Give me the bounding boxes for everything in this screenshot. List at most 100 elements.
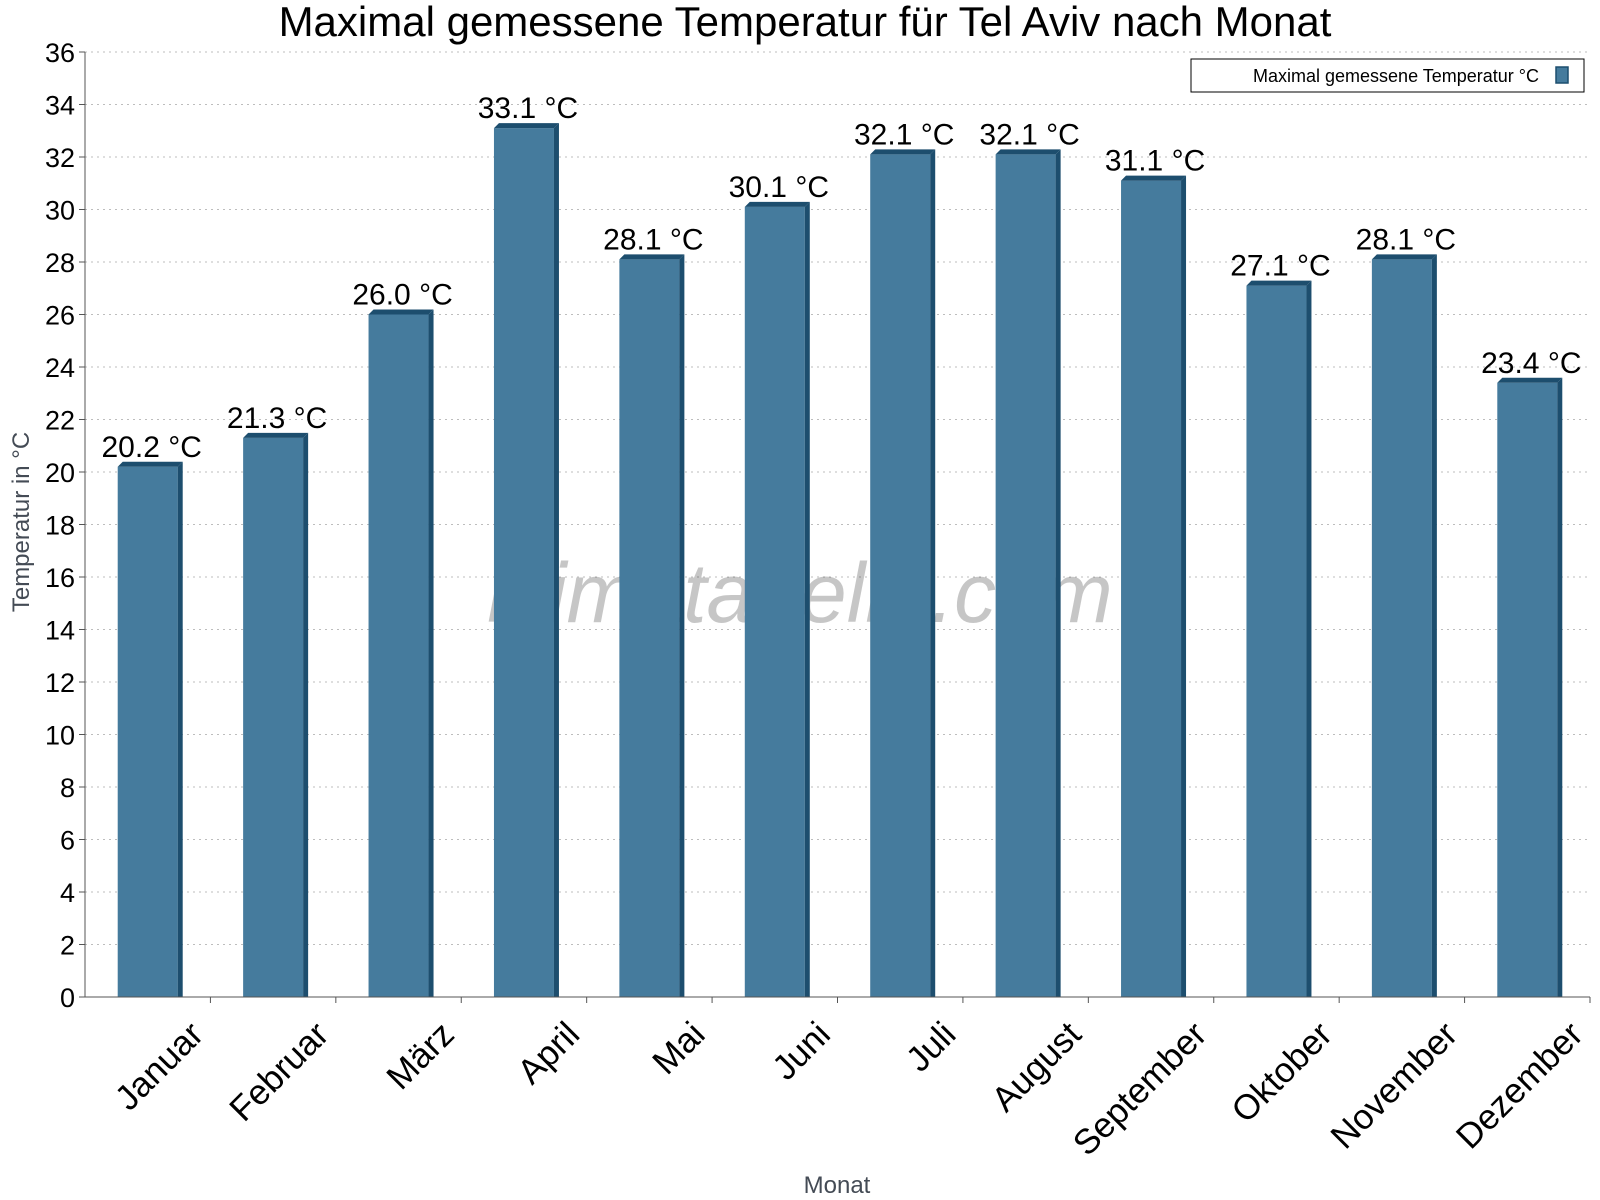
bar: [1371, 254, 1437, 997]
bar-side: [177, 461, 183, 997]
bar-side: [1181, 175, 1187, 997]
bar-side: [1557, 377, 1563, 997]
bar-side: [1306, 280, 1312, 997]
y-tick-label: 16: [45, 563, 75, 593]
data-labels: 20.2 °C 21.3 °C 26.0 °C 33.1 °C 28.1 °C 30.1 …: [102, 92, 1582, 464]
bar-face: [619, 259, 680, 997]
x-tick-label: Dezember: [1449, 1014, 1591, 1156]
chart-title: Maximal gemessene Temperatur für Tel Avi…: [279, 0, 1332, 45]
bar-face: [1246, 285, 1307, 997]
bar-top: [1121, 175, 1187, 181]
bar-top: [1246, 280, 1312, 286]
x-tick-label: Februar: [222, 1014, 336, 1128]
bar: [117, 461, 183, 997]
bar-side: [1055, 149, 1061, 997]
bar-face: [493, 128, 554, 997]
x-tick-label: März: [379, 1015, 462, 1098]
data-label: 30.1 °C: [729, 171, 829, 204]
bar-face: [1121, 180, 1182, 997]
x-tick-label: Juli: [899, 1015, 964, 1080]
bar-side: [679, 254, 685, 997]
legend-swatch: [1555, 66, 1569, 84]
x-tick-label: April: [510, 1015, 587, 1092]
data-label: 26.0 °C: [352, 279, 452, 312]
bar-face: [744, 206, 805, 997]
bar-face: [870, 154, 931, 997]
bar-face: [368, 314, 429, 997]
bar-top: [1371, 254, 1437, 260]
y-tick-label: 26: [45, 301, 75, 331]
bar: [995, 149, 1061, 997]
x-tick-label: September: [1066, 1014, 1215, 1163]
bar: [368, 309, 434, 997]
data-label: 32.1 °C: [979, 118, 1079, 151]
y-tick-label: 34: [45, 91, 75, 121]
data-label: 33.1 °C: [478, 92, 578, 125]
bar: [619, 254, 685, 997]
y-tick-label: 12: [45, 668, 75, 698]
y-tick-label: 4: [60, 878, 75, 908]
bar-face: [1497, 382, 1558, 997]
data-label: 20.2 °C: [102, 431, 202, 464]
bar: [243, 432, 309, 997]
grid: [85, 51, 1590, 945]
y-tick-label: 0: [60, 983, 75, 1013]
data-label: 28.1 °C: [1356, 223, 1456, 256]
bar: [870, 149, 936, 997]
bar-face: [995, 154, 1056, 997]
data-label: 28.1 °C: [603, 223, 703, 256]
x-axis-label: Monat: [804, 1172, 871, 1199]
x-axis-ticks: Januar Februar März April Mai Juni Juli AugustS…: [108, 997, 1591, 1163]
y-tick-label: 8: [60, 773, 75, 803]
y-tick-label: 36: [45, 38, 75, 68]
bar-side: [553, 123, 559, 997]
bar-top: [870, 149, 936, 155]
bar-face: [117, 466, 178, 997]
x-tick-label: Januar: [108, 1014, 211, 1117]
y-tick-label: 20: [45, 458, 75, 488]
bar-side: [303, 432, 309, 997]
y-axis-label: Temperatur in °C: [8, 432, 35, 612]
bar-face: [1371, 259, 1432, 997]
bar: [1121, 175, 1187, 997]
data-label: 32.1 °C: [854, 118, 954, 151]
y-tick-label: 2: [60, 931, 75, 961]
x-tick-label: Juni: [765, 1015, 838, 1088]
y-tick-label: 28: [45, 248, 75, 278]
x-tick-label: Mai: [645, 1015, 712, 1082]
x-tick-label: November: [1323, 1014, 1465, 1156]
bar: [744, 201, 810, 997]
bar-top: [619, 254, 685, 260]
bar-side: [428, 309, 434, 997]
bar-top: [368, 309, 434, 315]
data-label: 31.1 °C: [1105, 145, 1205, 178]
legend: Maximal gemessene Temperatur °C: [1190, 58, 1585, 93]
bar-top: [1497, 377, 1563, 383]
y-tick-label: 32: [45, 143, 75, 173]
y-tick-label: 6: [60, 826, 75, 856]
bar: [1497, 377, 1563, 997]
bar-side: [930, 149, 936, 997]
data-label: 27.1 °C: [1230, 250, 1330, 283]
y-tick-label: 22: [45, 406, 75, 436]
bar-top: [117, 461, 183, 467]
bar-top: [493, 123, 559, 129]
bar-top: [995, 149, 1061, 155]
x-tick-label: August: [984, 1014, 1089, 1119]
y-tick-label: 10: [45, 721, 75, 751]
y-tick-label: 18: [45, 511, 75, 541]
bar: [1246, 280, 1312, 997]
bars: [117, 123, 1563, 997]
bar: [493, 123, 559, 997]
bar-face: [243, 437, 304, 997]
bar-side: [1431, 254, 1437, 997]
y-tick-label: 30: [45, 196, 75, 226]
y-tick-label: 24: [45, 353, 75, 383]
legend-entry-label: Maximal gemessene Temperatur °C: [1253, 66, 1539, 86]
bar-top: [243, 432, 309, 438]
y-tick-label: 14: [45, 616, 75, 646]
data-label: 23.4 °C: [1481, 347, 1581, 380]
data-label: 21.3 °C: [227, 402, 327, 435]
